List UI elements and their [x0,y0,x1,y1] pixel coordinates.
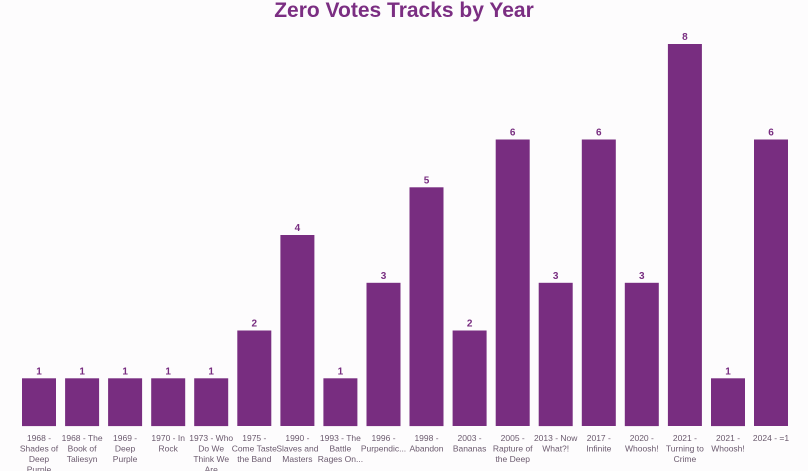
x-tick-label-16: 2021 -Whoosh! [711,433,745,454]
data-label-14: 3 [639,271,645,282]
bar-5[interactable] [237,330,272,427]
bar-7[interactable] [323,378,358,427]
data-label-2: 1 [122,366,128,377]
bar-0[interactable] [22,378,56,427]
data-label-16: 1 [725,366,731,377]
x-tick-label-5: 1975 -Come Taste the Band [232,433,277,464]
x-tick-label-13: 2017 -Infinite [586,433,611,454]
data-label-12: 3 [553,271,559,282]
x-tick-label-9: 1998 -Abandon [409,433,443,454]
bar-16[interactable] [711,378,745,427]
bar-2[interactable] [108,378,143,427]
x-tick-label-6: 1990 -Slaves and Masters [276,433,318,464]
data-label-10: 2 [467,319,473,330]
data-label-15: 8 [682,32,688,43]
x-tick-label-0: 1968 -Shades of Deep Purple [20,433,59,471]
bar-4[interactable] [194,378,229,427]
x-tick-label-17: 2024 - =1 [753,433,789,443]
bar-6[interactable] [280,235,315,426]
bar-3[interactable] [151,378,186,427]
bar-10[interactable] [452,330,487,427]
data-label-9: 5 [424,175,430,186]
data-label-8: 3 [381,271,387,282]
bar-14[interactable] [624,282,659,427]
bar-1[interactable] [65,378,100,427]
data-label-4: 1 [208,366,214,377]
data-label-0: 1 [36,366,42,377]
bar-17[interactable] [754,139,788,427]
x-tick-label-10: 2003 -Bananas [453,433,487,454]
bar-11[interactable] [495,139,530,427]
bar-13[interactable] [581,139,616,427]
data-label-13: 6 [596,128,602,139]
data-label-3: 1 [165,366,171,377]
x-tick-label-3: 1970 - In Rock [151,433,185,454]
data-label-7: 1 [338,366,344,377]
bar-9[interactable] [409,187,444,427]
data-label-6: 4 [295,223,301,234]
chart-title: Zero Votes Tracks by Year [274,0,534,22]
x-tick-label-2: 1969 -Deep Purple [113,433,138,464]
x-tick-label-4: 1973 - Who Do We Think We Are [189,433,233,471]
bar-15[interactable] [667,44,702,426]
x-tick-label-15: 2021 -Turning to Crime [666,433,704,464]
x-tick-label-8: 1996 -Purpendic... [361,433,406,454]
data-label-11: 6 [510,128,516,139]
x-tick-label-1: 1968 - The Book of Taliesyn [62,433,103,464]
x-tick-label-14: 2020 -Whoosh! [625,433,659,454]
data-label-1: 1 [79,366,85,377]
bar-12[interactable] [538,282,573,427]
data-label-5: 2 [252,319,258,330]
x-tick-label-11: 2005 -Rapture of the Deep [493,433,533,464]
bar-8[interactable] [366,282,401,427]
x-tick-label-7: 1993 - The Battle Rages On... [318,433,363,464]
data-label-17: 6 [768,128,774,139]
x-tick-label-12: 2013 - Now What?! [534,433,578,454]
